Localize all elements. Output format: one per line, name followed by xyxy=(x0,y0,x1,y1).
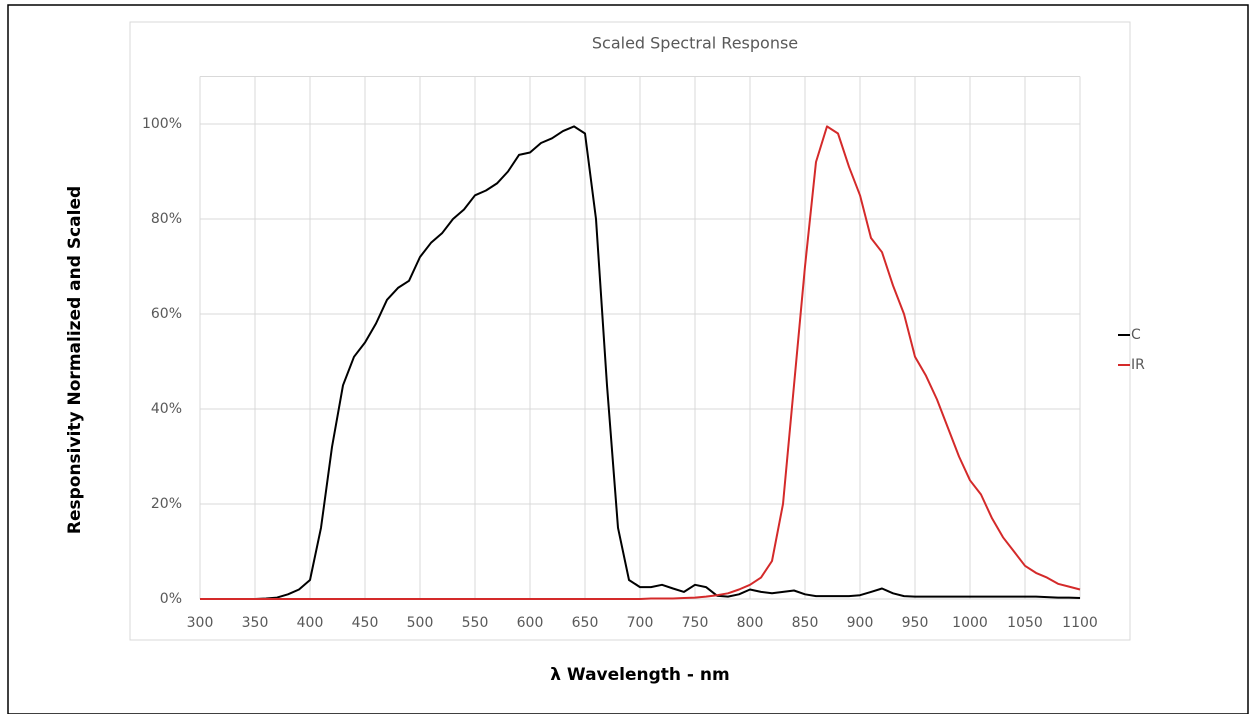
series-line xyxy=(200,125,1081,600)
y-tick-label: 60% xyxy=(151,306,182,322)
x-tick-label: 700 xyxy=(627,615,654,631)
x-tick-label: 400 xyxy=(297,615,324,631)
y-tick-label: 100% xyxy=(142,116,182,132)
y-tick-label: 80% xyxy=(151,211,182,227)
y-axis-label: Responsivity Normalized and Scaled xyxy=(65,186,85,534)
x-tick-label: 1100 xyxy=(1062,615,1098,631)
chart-area xyxy=(129,21,1131,641)
x-tick-label: 650 xyxy=(572,615,599,631)
legend-label: IR xyxy=(1131,357,1145,373)
x-tick-label: 600 xyxy=(517,615,544,631)
series-line xyxy=(200,125,1081,600)
x-tick-label: 950 xyxy=(902,615,929,631)
x-tick-label: 350 xyxy=(242,615,269,631)
x-tick-label: 550 xyxy=(462,615,489,631)
y-tick-label: 0% xyxy=(160,591,182,607)
x-axis-label: λ Wavelength - nm xyxy=(550,665,729,685)
x-tick-label: 1050 xyxy=(1007,615,1043,631)
x-tick-label: 1000 xyxy=(952,615,988,631)
legend-label: C xyxy=(1131,327,1141,343)
chart-title: Scaled Spectral Response xyxy=(592,34,798,53)
x-tick-label: 750 xyxy=(682,615,709,631)
x-tick-label: 500 xyxy=(407,615,434,631)
y-tick-label: 40% xyxy=(151,401,182,417)
x-tick-label: 450 xyxy=(352,615,379,631)
x-tick-label: 800 xyxy=(737,615,764,631)
x-tick-label: 850 xyxy=(792,615,819,631)
y-tick-label: 20% xyxy=(151,496,182,512)
x-tick-label: 300 xyxy=(187,615,214,631)
x-tick-label: 900 xyxy=(847,615,874,631)
